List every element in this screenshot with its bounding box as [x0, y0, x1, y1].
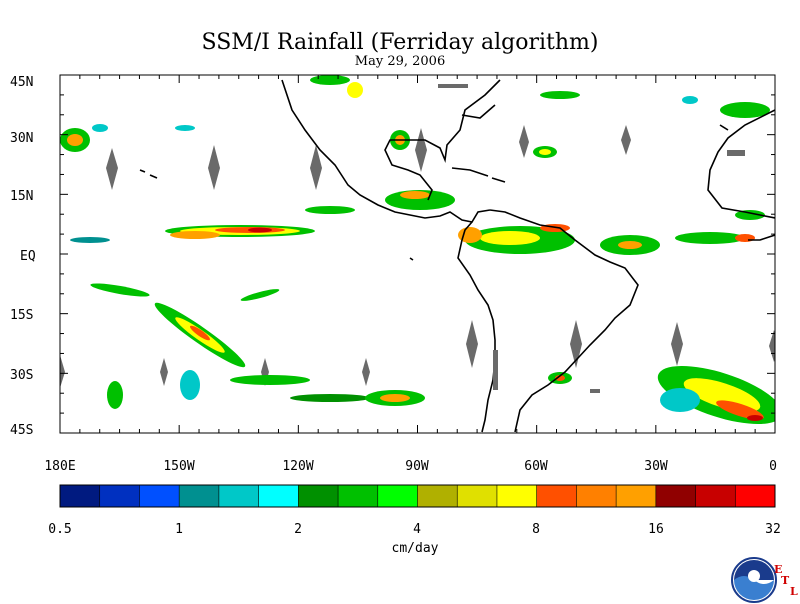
colorbar-swatch	[377, 485, 418, 507]
missing-data-swaths	[60, 125, 775, 388]
colorbar-swatch	[695, 485, 736, 507]
colorbar-swatch	[139, 485, 180, 507]
colorbar-swatch	[179, 485, 220, 507]
lat-label-30s: 30S	[10, 368, 34, 383]
etl-logo-letter-l: L	[790, 585, 798, 598]
colorbar-swatch	[576, 485, 617, 507]
colorbar-tick-label: 1	[175, 522, 183, 537]
lon-label-120w: 120W	[282, 459, 314, 474]
coastlines	[139, 79, 775, 433]
lon-label-30w: 30W	[644, 459, 668, 474]
colorbar-tick-label: 32	[765, 522, 781, 537]
lon-label-0: 0	[769, 459, 777, 474]
map-area	[60, 75, 775, 433]
colorbar-units: cm/day	[391, 541, 439, 556]
colorbar-swatch	[457, 485, 498, 507]
colorbar-tick-label: 8	[532, 522, 540, 537]
colorbar	[59, 484, 776, 508]
colorbar-swatch	[616, 485, 657, 507]
colorbar-swatch	[298, 485, 339, 507]
map-title: SSM/I Rainfall (Ferriday algorithm)	[201, 30, 599, 55]
colorbar-swatch	[735, 485, 776, 507]
map-date: May 29, 2006	[354, 54, 446, 69]
rainfall-features	[60, 75, 775, 425]
colorbar-swatch	[99, 485, 140, 507]
colorbar-tick-label: 2	[294, 522, 302, 537]
colorbar-swatch	[338, 485, 379, 507]
colorbar-tick-label: 4	[413, 522, 421, 537]
lat-label-15s: 15S	[10, 308, 34, 323]
colorbar-swatch	[60, 485, 101, 507]
colorbar-swatch	[496, 485, 538, 507]
noaa-logo	[731, 557, 777, 603]
colorbar-swatch	[536, 485, 577, 507]
axis-ticks	[59, 74, 776, 434]
land-gaps	[438, 84, 745, 393]
lat-label-45s: 45S	[10, 423, 34, 438]
colorbar-swatch	[417, 485, 458, 507]
lat-label-eq: EQ	[20, 249, 36, 264]
colorbar-tick-label: 16	[648, 522, 664, 537]
colorbar-swatch	[258, 485, 299, 507]
lon-label-150w: 150W	[163, 459, 195, 474]
lon-label-180e: 180E	[44, 459, 76, 474]
etl-logo-letter-e: E	[774, 563, 783, 576]
lat-label-15n: 15N	[10, 189, 34, 204]
lon-label-60w: 60W	[524, 459, 548, 474]
lat-label-30n: 30N	[10, 131, 34, 146]
lon-label-90w: 90W	[405, 459, 429, 474]
lat-label-45n: 45N	[10, 75, 34, 90]
colorbar-tick-label: 0.5	[48, 522, 72, 537]
etl-logo-letter-t: T	[781, 574, 790, 587]
colorbar-swatch	[218, 485, 260, 507]
colorbar-swatch	[655, 485, 697, 507]
